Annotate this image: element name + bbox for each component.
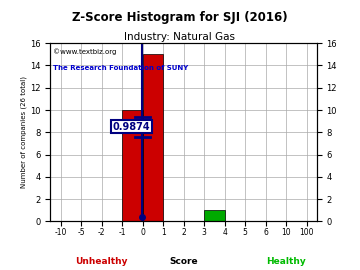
Y-axis label: Number of companies (26 total): Number of companies (26 total) <box>21 76 27 188</box>
Text: 0.9874: 0.9874 <box>112 122 150 132</box>
Bar <box>122 110 143 221</box>
Text: Z-Score Histogram for SJI (2016): Z-Score Histogram for SJI (2016) <box>72 11 288 24</box>
Text: Healthy: Healthy <box>266 257 306 266</box>
Text: ©www.textbiz.org: ©www.textbiz.org <box>53 49 116 55</box>
Bar <box>143 54 163 221</box>
Text: The Research Foundation of SUNY: The Research Foundation of SUNY <box>53 65 188 70</box>
Text: Unhealthy: Unhealthy <box>75 257 128 266</box>
Text: Score: Score <box>169 257 198 266</box>
Bar <box>204 210 225 221</box>
Text: Industry: Natural Gas: Industry: Natural Gas <box>125 32 235 42</box>
